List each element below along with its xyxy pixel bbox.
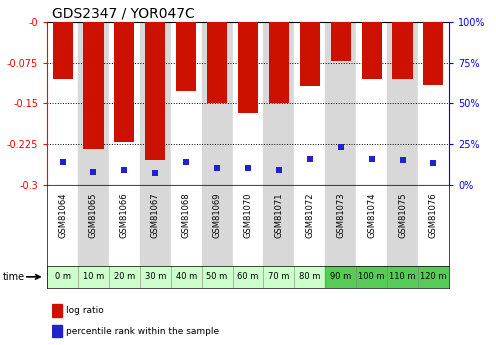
Bar xyxy=(171,266,202,288)
Text: GSM81072: GSM81072 xyxy=(306,193,314,238)
Bar xyxy=(176,22,196,91)
Point xyxy=(430,161,437,166)
Bar xyxy=(47,266,78,288)
Bar xyxy=(263,22,294,185)
Bar xyxy=(325,185,356,266)
Text: GSM81068: GSM81068 xyxy=(182,193,190,238)
Bar xyxy=(356,266,387,288)
Bar xyxy=(83,22,104,149)
Bar xyxy=(418,266,449,288)
Bar xyxy=(294,266,325,288)
Bar xyxy=(115,22,134,142)
Bar xyxy=(387,185,418,266)
Bar xyxy=(202,266,233,288)
Text: log ratio: log ratio xyxy=(66,306,104,315)
Text: 100 m: 100 m xyxy=(359,272,385,282)
Bar xyxy=(202,22,233,185)
Bar xyxy=(47,22,78,185)
Text: 90 m: 90 m xyxy=(330,272,351,282)
Bar xyxy=(53,22,72,79)
Bar xyxy=(233,22,263,185)
Bar xyxy=(171,185,202,266)
Bar xyxy=(171,22,202,185)
Bar xyxy=(52,325,62,337)
Point xyxy=(59,159,66,165)
Bar xyxy=(47,185,78,266)
Bar xyxy=(140,266,171,288)
Bar xyxy=(109,185,140,266)
Text: 0 m: 0 m xyxy=(55,272,70,282)
Text: GSM81071: GSM81071 xyxy=(274,193,283,238)
Bar xyxy=(424,22,443,85)
Point xyxy=(89,169,97,174)
Text: time: time xyxy=(2,272,25,282)
Bar xyxy=(78,22,109,185)
Bar xyxy=(109,266,140,288)
Bar xyxy=(331,22,351,61)
Bar xyxy=(294,22,325,185)
Bar xyxy=(392,22,413,79)
Point xyxy=(121,167,128,173)
Bar xyxy=(300,22,320,86)
Bar xyxy=(387,266,418,288)
Text: GSM81070: GSM81070 xyxy=(244,193,252,238)
Bar xyxy=(78,185,109,266)
Text: 10 m: 10 m xyxy=(83,272,104,282)
Bar xyxy=(418,185,449,266)
Point xyxy=(399,157,407,163)
Bar xyxy=(269,22,289,103)
Point xyxy=(337,145,345,150)
Text: GSM81066: GSM81066 xyxy=(120,193,129,238)
Bar xyxy=(362,22,381,79)
Point xyxy=(306,156,314,161)
Point xyxy=(368,156,375,161)
Point xyxy=(151,170,159,176)
Bar xyxy=(140,185,171,266)
Text: 110 m: 110 m xyxy=(389,272,416,282)
Text: 30 m: 30 m xyxy=(145,272,166,282)
Bar xyxy=(233,266,263,288)
Bar xyxy=(356,185,387,266)
Point xyxy=(182,159,190,165)
Text: GSM81075: GSM81075 xyxy=(398,193,407,238)
Bar xyxy=(207,22,227,103)
Text: GDS2347 / YOR047C: GDS2347 / YOR047C xyxy=(52,7,195,21)
Text: GSM81076: GSM81076 xyxy=(429,193,438,238)
Bar xyxy=(140,22,171,185)
Bar xyxy=(52,304,62,317)
Bar xyxy=(356,22,387,185)
Bar xyxy=(325,22,356,185)
Bar xyxy=(202,185,233,266)
Text: percentile rank within the sample: percentile rank within the sample xyxy=(66,327,219,336)
Bar xyxy=(387,22,418,185)
Text: 60 m: 60 m xyxy=(237,272,259,282)
Text: 80 m: 80 m xyxy=(299,272,320,282)
Point xyxy=(213,166,221,171)
Bar xyxy=(325,266,356,288)
Bar xyxy=(233,185,263,266)
Text: GSM81073: GSM81073 xyxy=(336,193,345,238)
Point xyxy=(275,167,283,173)
Bar xyxy=(418,22,449,185)
Text: GSM81067: GSM81067 xyxy=(151,193,160,238)
Bar xyxy=(263,266,294,288)
Bar xyxy=(145,22,165,160)
Text: GSM81074: GSM81074 xyxy=(367,193,376,238)
Text: 70 m: 70 m xyxy=(268,272,290,282)
Point xyxy=(244,166,252,171)
Text: GSM81064: GSM81064 xyxy=(58,193,67,238)
Bar xyxy=(109,22,140,185)
Bar xyxy=(238,22,258,113)
Text: GSM81065: GSM81065 xyxy=(89,193,98,238)
Text: 50 m: 50 m xyxy=(206,272,228,282)
Text: 20 m: 20 m xyxy=(114,272,135,282)
Text: GSM81069: GSM81069 xyxy=(213,193,222,238)
Bar xyxy=(78,266,109,288)
Bar xyxy=(263,185,294,266)
Bar xyxy=(294,185,325,266)
Text: 40 m: 40 m xyxy=(176,272,197,282)
Text: 120 m: 120 m xyxy=(420,272,447,282)
